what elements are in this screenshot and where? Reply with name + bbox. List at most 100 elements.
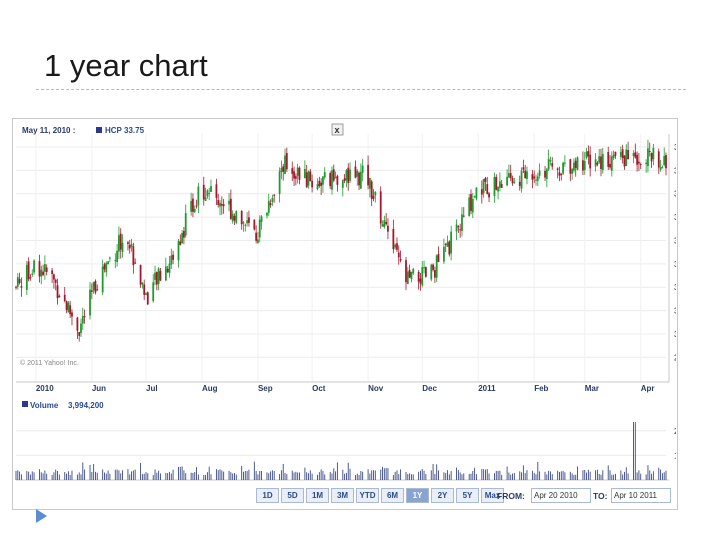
to-date-input[interactable] — [611, 488, 671, 503]
candle-body — [18, 278, 21, 283]
candle-body — [367, 164, 369, 186]
candle-body — [358, 172, 360, 186]
candle-body — [392, 228, 395, 250]
candle-body — [260, 216, 263, 223]
time-tick-label: Feb — [534, 384, 548, 393]
candle-body — [20, 286, 23, 288]
candle-body — [54, 279, 57, 283]
candle-body — [406, 271, 409, 285]
hover-price: 33.75 — [124, 126, 145, 135]
candle-body — [170, 255, 173, 265]
candle-body — [121, 242, 124, 252]
candle-body — [172, 254, 174, 260]
candle-body — [257, 239, 259, 243]
next-slide-arrow-icon[interactable] — [36, 509, 47, 523]
range-button-max[interactable]: Max — [481, 488, 504, 503]
candle-body — [657, 151, 660, 168]
candle-body — [471, 198, 474, 213]
candle-body — [665, 155, 667, 169]
candle-body — [538, 170, 541, 176]
candle-body — [612, 154, 615, 159]
candle-body — [480, 189, 483, 195]
candle-body — [33, 260, 35, 273]
candle-body — [329, 173, 332, 187]
candle-body — [574, 160, 577, 169]
price-tick-label: 30 — [674, 330, 676, 339]
candle-body — [40, 269, 43, 277]
candle-body — [518, 181, 521, 186]
range-button-1y[interactable]: 1Y — [406, 488, 429, 503]
time-tick-label: Oct — [312, 384, 326, 393]
candle-body — [305, 172, 308, 188]
candle-body — [248, 217, 250, 223]
candle-body — [90, 290, 93, 292]
candle-body — [246, 220, 249, 224]
time-tick-label: Mar — [585, 384, 599, 393]
from-date-input[interactable] — [531, 488, 591, 503]
candle-body — [78, 332, 81, 336]
candle-body — [556, 168, 559, 170]
copyright-watermark: © 2011 Yahoo! Inc. — [20, 359, 79, 367]
price-panel: 29 30 31 32 33 34 35 36 37 38 © 2011 Yahoo! Inc. — [15, 134, 676, 382]
range-button-6m[interactable]: 6M — [381, 488, 404, 503]
candle-body — [219, 202, 221, 207]
range-button-2y[interactable]: 2Y — [431, 488, 454, 503]
candle-body — [648, 150, 651, 152]
volume-panel: 10M 20M — [15, 421, 676, 481]
candle-body — [318, 180, 321, 187]
range-button-5d[interactable]: 5D — [281, 488, 304, 503]
candle-body — [282, 166, 285, 172]
candle-body — [341, 180, 344, 188]
from-label: FROM: — [497, 491, 525, 501]
candle-body — [231, 213, 234, 222]
candle-body — [609, 163, 611, 168]
candle-body — [284, 155, 286, 175]
candle-body — [623, 155, 626, 167]
candle-body — [450, 231, 453, 254]
range-button-1d[interactable]: 1D — [256, 488, 279, 503]
range-button-1m[interactable]: 1M — [306, 488, 329, 503]
candle-body — [417, 271, 420, 282]
candle-body — [294, 176, 297, 179]
candle-body — [83, 316, 86, 318]
candle-body — [128, 245, 131, 249]
candle-body — [280, 167, 283, 172]
candle-body — [222, 204, 225, 207]
candle-body — [108, 257, 111, 259]
candle-body — [354, 166, 357, 178]
candle-body — [522, 167, 525, 170]
candle-body — [544, 171, 546, 178]
candle-body — [271, 198, 274, 203]
close-price-panel-button[interactable] — [331, 123, 344, 136]
candle-body — [563, 162, 566, 164]
candle-body — [181, 233, 184, 244]
candle-body — [155, 271, 158, 285]
candle-body — [587, 151, 590, 157]
candle-body — [526, 171, 528, 179]
candle-body — [320, 182, 323, 186]
candle-body — [143, 284, 146, 295]
price-tick-label: 33 — [674, 260, 676, 269]
candle-body — [114, 260, 117, 262]
candle-body — [152, 282, 155, 302]
range-selector: 1D 5D 1M 3M YTD 6M 1Y 2Y 5Y Max — [256, 488, 506, 504]
close-price-panel-icon: x — [335, 125, 340, 135]
candle-body — [43, 264, 46, 272]
candle-body — [253, 219, 256, 230]
candle-body — [25, 264, 28, 290]
candle-body — [105, 262, 108, 273]
candle-body — [157, 268, 160, 284]
price-tick-label: 36 — [674, 190, 676, 199]
candle-body — [508, 173, 510, 178]
range-button-5y[interactable]: 5Y — [456, 488, 479, 503]
candle-body — [627, 150, 629, 160]
candle-body — [594, 159, 597, 167]
candle-body — [89, 289, 91, 316]
candle-body — [101, 266, 104, 293]
candle-body — [396, 243, 398, 250]
range-button-3m[interactable]: 3M — [331, 488, 354, 503]
candle-body — [71, 312, 73, 317]
candle-body — [210, 186, 212, 192]
candle-body — [524, 170, 527, 178]
range-button-ytd[interactable]: YTD — [356, 488, 379, 503]
